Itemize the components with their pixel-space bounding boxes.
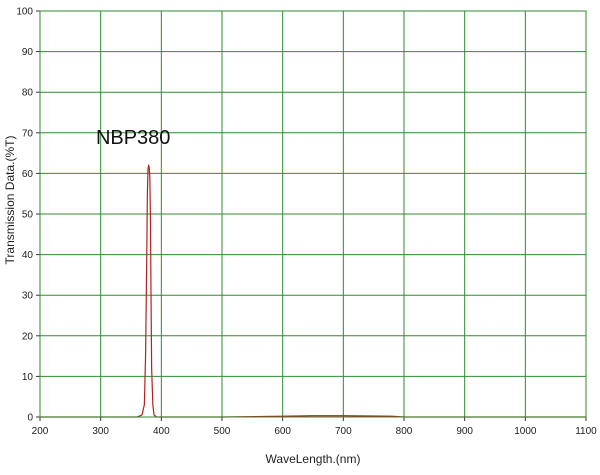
y-tick-label: 90	[22, 47, 34, 58]
x-tick-label: 300	[92, 426, 109, 437]
y-axis-ticks: 0 10 20 30 40 50 60 70 80 90 100	[16, 7, 40, 424]
plot-frame	[39, 10, 587, 418]
x-tick-label: 700	[335, 426, 352, 437]
peak-annotation-label: NBP380	[96, 127, 171, 149]
x-tick-label: 400	[153, 426, 170, 437]
y-tick-label: 80	[22, 88, 34, 99]
y-tick-label: 10	[22, 372, 34, 383]
annotations: NBP380	[96, 127, 171, 149]
x-axis-title: WaveLength.(nm)	[266, 452, 361, 466]
x-tick-label: 800	[396, 426, 413, 437]
y-tick-label: 70	[22, 128, 34, 139]
series-group	[40, 164, 586, 418]
y-tick-label: 30	[22, 291, 34, 302]
y-tick-label: 40	[22, 250, 34, 261]
x-tick-label: 1000	[514, 426, 537, 437]
x-tick-label: 200	[32, 426, 49, 437]
y-tick-label: 50	[22, 210, 34, 221]
x-tick-label: 600	[274, 426, 291, 437]
x-tick-label: 1100	[575, 426, 597, 437]
transmission-series-line	[40, 164, 586, 418]
x-axis-ticks: 200 300 400 500 600 700 800 900 1000 1100	[32, 417, 597, 437]
y-tick-label: 100	[16, 7, 33, 18]
x-tick-label: 500	[214, 426, 231, 437]
y-axis-title: Transmission Data.(%T)	[3, 136, 17, 265]
y-tick-label: 0	[27, 413, 33, 424]
y-tick-label: 20	[22, 331, 34, 342]
x-tick-label: 900	[456, 426, 473, 437]
y-tick-label: 60	[22, 169, 34, 180]
